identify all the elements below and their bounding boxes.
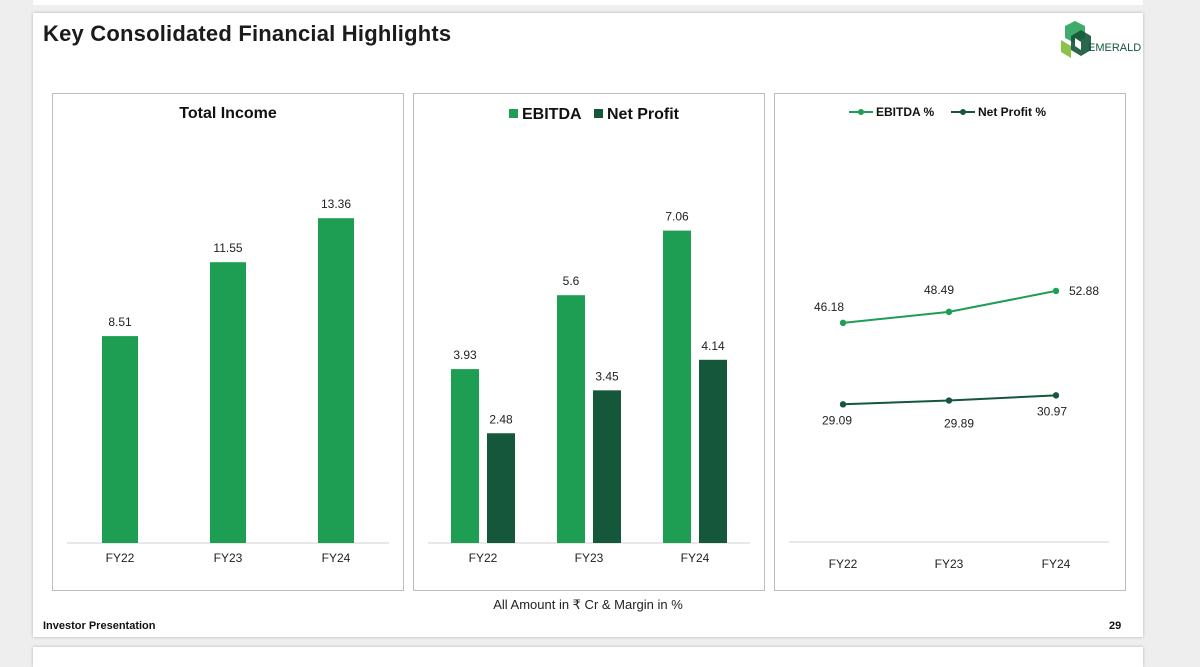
x-tick-label: FY23 [935,557,964,571]
data-label: 11.55 [213,241,242,255]
data-point [839,319,847,327]
x-tick-label: FY24 [681,551,710,565]
data-point [1052,287,1060,295]
x-tick-label: FY22 [469,551,498,565]
data-label: 46.18 [814,300,844,314]
data-label: 2.48 [489,412,513,426]
data-label: 7.06 [665,210,689,224]
x-tick-label: FY23 [214,551,243,565]
bar [102,336,138,543]
ebitda-netprofit-chart: EBITDA Net Profit 3.93 2.48 FY22 5.6 3.45 FY23 7… [428,106,750,565]
page-title: Key Consolidated Financial Highlights [43,21,452,46]
bar [451,369,479,543]
data-point [945,308,953,316]
data-point [1052,392,1060,399]
bar [318,218,354,543]
legend-swatch [594,109,603,118]
data-label: 5.6 [563,274,580,288]
bar [593,390,621,543]
x-tick-label: FY22 [106,551,135,565]
data-label: 13.36 [321,197,351,211]
next-slide-edge [33,647,1143,667]
legend-label: EBITDA [522,106,582,123]
total-income-chart: Total Income 8.51 FY22 11.55 FY23 13.36 FY24 [67,105,389,565]
previous-slide-edge [33,0,1143,5]
data-label: 4.14 [701,339,725,353]
data-label: 3.45 [595,369,619,383]
total-income-panel: Total Income 8.51 FY22 11.55 FY23 13.36 FY24 [52,93,404,591]
x-tick-label: FY22 [829,557,858,571]
legend-label: Net Profit % [978,105,1046,119]
data-point [945,397,953,404]
data-label: 29.09 [822,413,852,427]
legend-marker [858,109,864,115]
bar [487,433,515,543]
data-label: 30.97 [1037,404,1067,418]
x-tick-label: FY24 [1042,557,1071,571]
data-label: 48.49 [924,283,954,297]
ebitda-netprofit-panel: EBITDA Net Profit 3.93 2.48 FY22 5.6 3.45 FY23 7… [413,93,765,591]
data-label: 52.88 [1069,284,1099,298]
legend-label: EBITDA % [876,105,935,119]
slide: Key Consolidated Financial Highlights EM… [33,13,1143,637]
footer-label: Investor Presentation [43,620,156,632]
legend-label: Net Profit [607,106,680,123]
margin-chart: EBITDA % Net Profit % 46.18 48.49 52.88 29.09… [789,105,1109,571]
data-label: 29.89 [944,417,974,431]
margin-panel: EBITDA % Net Profit % 46.18 48.49 52.88 29.09… [774,93,1126,591]
chart-title: Total Income [179,105,277,122]
bar [663,230,691,543]
legend-swatch [509,109,518,118]
x-tick-label: FY23 [575,551,604,565]
x-tick-label: FY24 [322,551,351,565]
bar [210,262,246,543]
page-number: 29 [1109,620,1122,632]
emerald-logo: EMERALD [1061,21,1141,58]
logo-text: EMERALD [1088,42,1141,54]
bar [699,359,727,543]
data-point [839,401,847,408]
legend-marker [960,109,966,115]
bar [557,295,585,543]
data-label: 8.51 [108,315,132,329]
data-label: 3.93 [453,348,477,362]
footer-note: All Amount in ₹ Cr & Margin in % [493,597,683,612]
